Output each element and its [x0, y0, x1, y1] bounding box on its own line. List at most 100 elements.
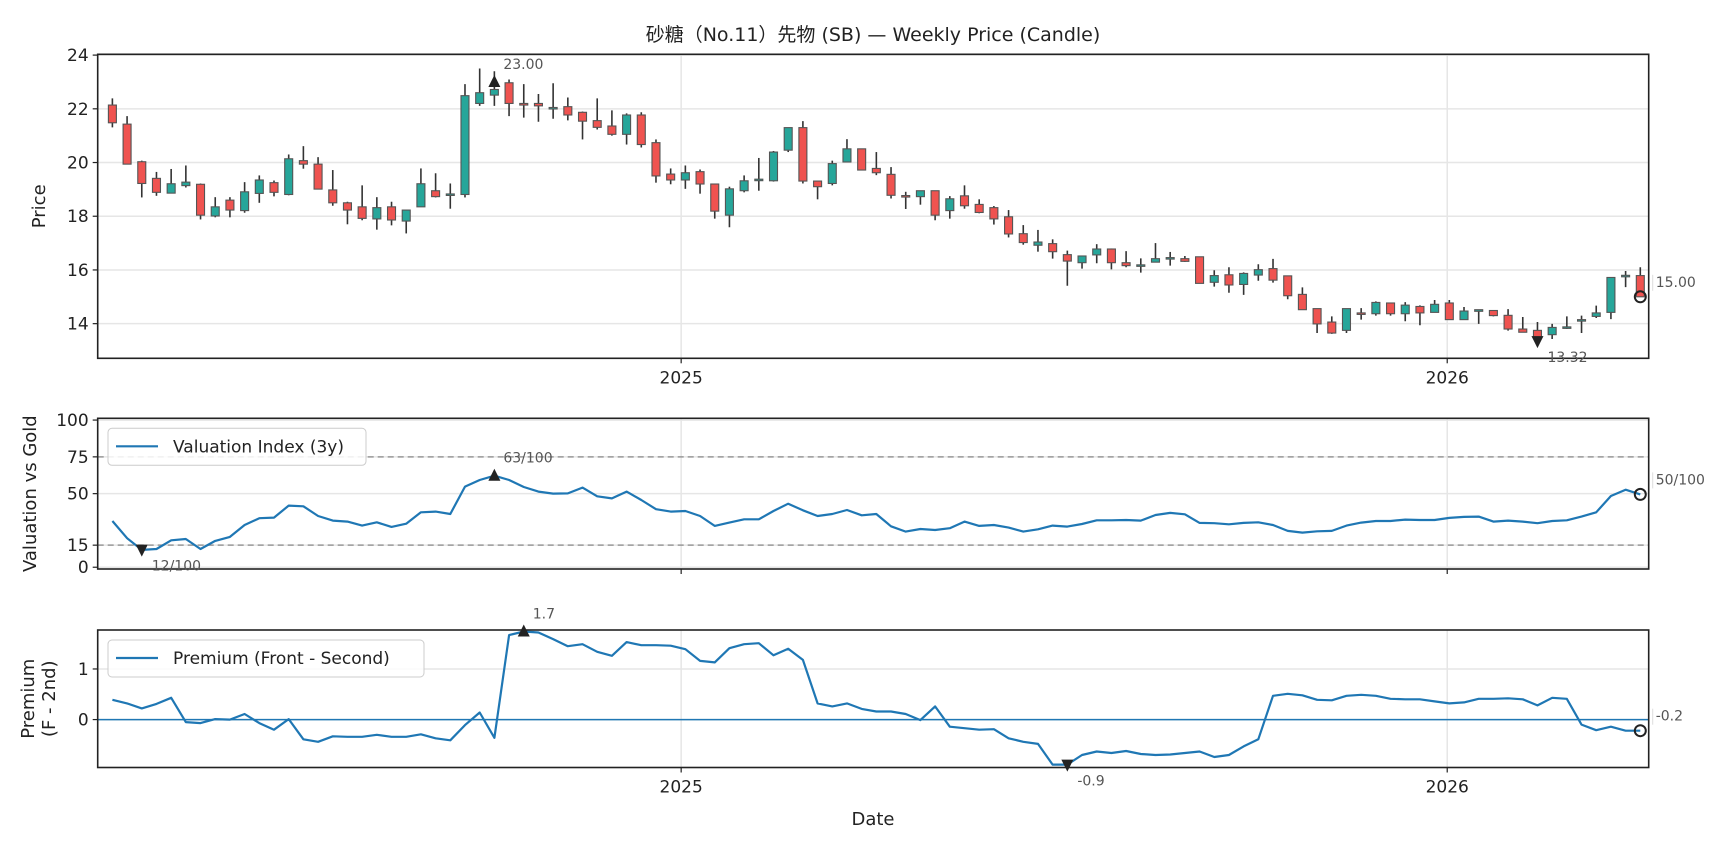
candle-body [1268, 268, 1278, 281]
series-line [111, 474, 1641, 552]
candle-body [959, 195, 970, 207]
candle-body [1180, 258, 1190, 262]
candle-body [431, 190, 441, 198]
candle-body [519, 102, 529, 106]
min-marker-icon [1061, 759, 1074, 772]
chart-title: 砂糖（No.11）先物 (SB) — Weekly Price (Candle) [646, 24, 1101, 46]
y-tick-label: 100 [56, 411, 88, 431]
candle-body [607, 125, 617, 135]
candle-body [1356, 312, 1366, 315]
candle-body [1532, 329, 1543, 338]
legend: Valuation Index (3y) [107, 427, 367, 466]
min-marker-icon [1531, 336, 1544, 349]
y-tick-label: 1 [78, 660, 89, 680]
candle-body [475, 92, 485, 104]
candle-body [1004, 216, 1014, 235]
candle-body [284, 158, 294, 196]
candle-body [1136, 264, 1146, 267]
candle-body [754, 178, 764, 182]
max-marker-icon [488, 468, 501, 481]
axes-frame [96, 629, 1650, 769]
candle-body [254, 179, 264, 194]
legend-box [107, 639, 425, 678]
candle-body [974, 203, 984, 214]
candle-body [827, 163, 837, 185]
candle-body [710, 183, 720, 212]
candle-body [372, 207, 382, 220]
candle-body [181, 181, 191, 187]
axes-frame [96, 53, 1650, 360]
candle-body [225, 199, 235, 211]
candle-body [1474, 309, 1484, 312]
candle-body [489, 88, 499, 96]
last-annotation: 50/100 [1656, 472, 1705, 488]
panel-1: 14 16 18 20 22 24 2025 2026 Price 23.00 13.32 15.00 [29, 46, 1696, 388]
candle-body [1576, 319, 1587, 322]
candle-body [1253, 269, 1263, 276]
candle-body [1459, 310, 1469, 321]
candle-body [813, 180, 823, 188]
max-annotation: 1.7 [533, 607, 555, 623]
candle-body [1048, 243, 1058, 253]
candle-body [577, 111, 588, 122]
max-annotation: 23.00 [503, 57, 543, 73]
x-tick-label: 2026 [1426, 368, 1469, 388]
y-tick-label: 16 [67, 261, 89, 281]
candle-body [930, 190, 940, 216]
candle-body [1209, 275, 1219, 283]
y-tick-label: 20 [67, 154, 89, 174]
y-axis-label: Valuation vs Gold [20, 415, 41, 572]
min-annotation: 13.32 [1547, 350, 1587, 366]
candle-body [1312, 308, 1322, 325]
legend-label: Valuation Index (3y) [173, 437, 344, 457]
last-marker-icon [1633, 290, 1647, 304]
candle-body [901, 195, 911, 198]
candle-body [1547, 326, 1557, 336]
y-tick-label: 22 [67, 100, 89, 120]
candle-body [386, 206, 397, 221]
candle-body [1283, 275, 1293, 297]
candle-body [798, 127, 808, 182]
candle-body [989, 207, 999, 220]
candle-body [857, 148, 867, 171]
x-tick-label: 2025 [660, 368, 703, 388]
candle-body [1077, 255, 1087, 264]
candle-body [1224, 274, 1234, 286]
candle-body [592, 120, 602, 128]
candle-body [636, 114, 646, 146]
candle-body [1239, 272, 1249, 285]
candle-body [1150, 258, 1161, 263]
candle-body [166, 183, 176, 194]
max-annotation: 63/100 [503, 451, 552, 467]
candle-body [445, 193, 455, 196]
candle-body [1327, 321, 1337, 334]
candle-body [871, 167, 881, 174]
candle-body [1430, 303, 1440, 313]
candle-body [945, 198, 955, 212]
candle-body [357, 206, 367, 219]
y-tick-label: 50 [67, 485, 89, 505]
panels: 14 16 18 20 22 24 2025 2026 Price 23.00 13.32 15.00… [18, 46, 1705, 797]
candle-body [151, 177, 162, 193]
candle-body [739, 180, 749, 192]
candle-body [195, 183, 206, 216]
candle-body [1621, 274, 1631, 278]
candle-body [1415, 305, 1425, 314]
candle-body [680, 172, 690, 181]
y-tick-label: 0 [78, 558, 89, 578]
max-marker-icon [517, 624, 530, 637]
panel-3: 0 1 2025 2026 Premium (F - 2nd) Premium (Front… [18, 607, 1683, 798]
min-annotation: 12/100 [152, 559, 201, 575]
candle-body [122, 123, 132, 165]
candle-body [1062, 254, 1072, 262]
candle-body [1562, 326, 1572, 329]
max-marker-icon [488, 74, 501, 87]
candle-body [240, 191, 250, 212]
candle-body [915, 190, 925, 198]
plot-area [97, 456, 1649, 552]
candle-body [548, 106, 558, 110]
x-axis-label: Date [851, 809, 894, 830]
candle-body [533, 102, 543, 107]
candle-body [1341, 308, 1352, 331]
last-annotation: -0.2 [1656, 709, 1683, 725]
